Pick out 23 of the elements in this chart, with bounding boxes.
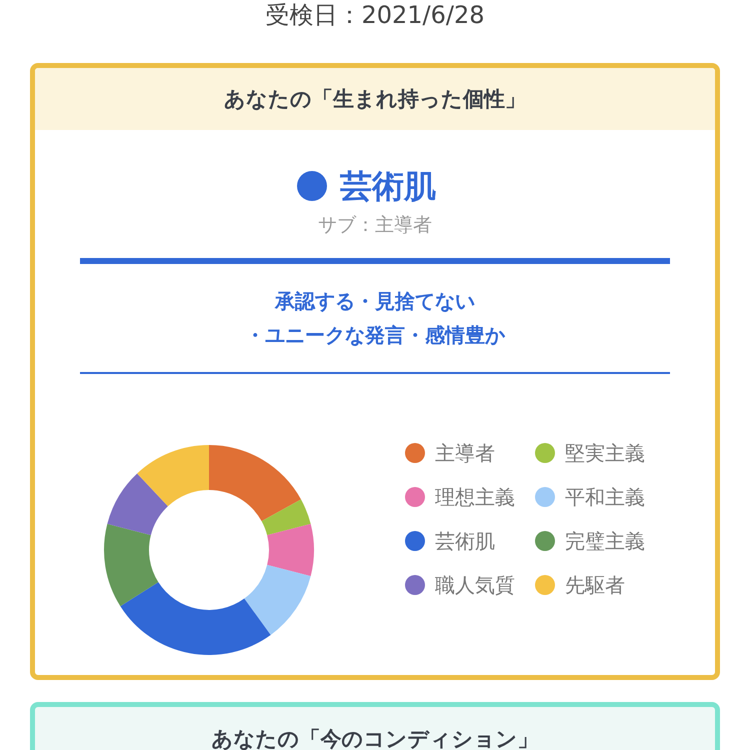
donut-slice (107, 473, 168, 536)
text: あなたの「今のコンディション」 (210, 726, 540, 750)
donut-slice (209, 445, 302, 522)
legend-label: 先駆者 (565, 572, 625, 598)
text: 受検日：2021/6/28 (264, 0, 486, 30)
legend-label: 堅実主義 (565, 440, 645, 466)
text: ・ユニークな発言・感情豊か (244, 322, 506, 349)
legend-label: 平和主義 (565, 484, 645, 510)
legend-label: 芸術肌 (435, 528, 495, 554)
text: 承認する・見捨てない (274, 288, 476, 315)
donut-slice (244, 564, 311, 635)
text: サブ：主導者 (317, 213, 433, 238)
donut-slice (262, 499, 311, 536)
donut-slice (104, 524, 158, 606)
legend-label: 完璧主義 (565, 528, 645, 554)
legend-label: 理想主義 (435, 484, 515, 510)
legend-label: 職人気質 (435, 572, 515, 598)
text: 芸術肌 (340, 166, 436, 207)
chart-title: あなたの「生まれ持った個性」 (35, 68, 715, 130)
donut-slice (267, 524, 314, 576)
legend-label: 主導者 (435, 440, 495, 466)
donut-slice (120, 582, 271, 655)
donut-slice (137, 445, 209, 506)
